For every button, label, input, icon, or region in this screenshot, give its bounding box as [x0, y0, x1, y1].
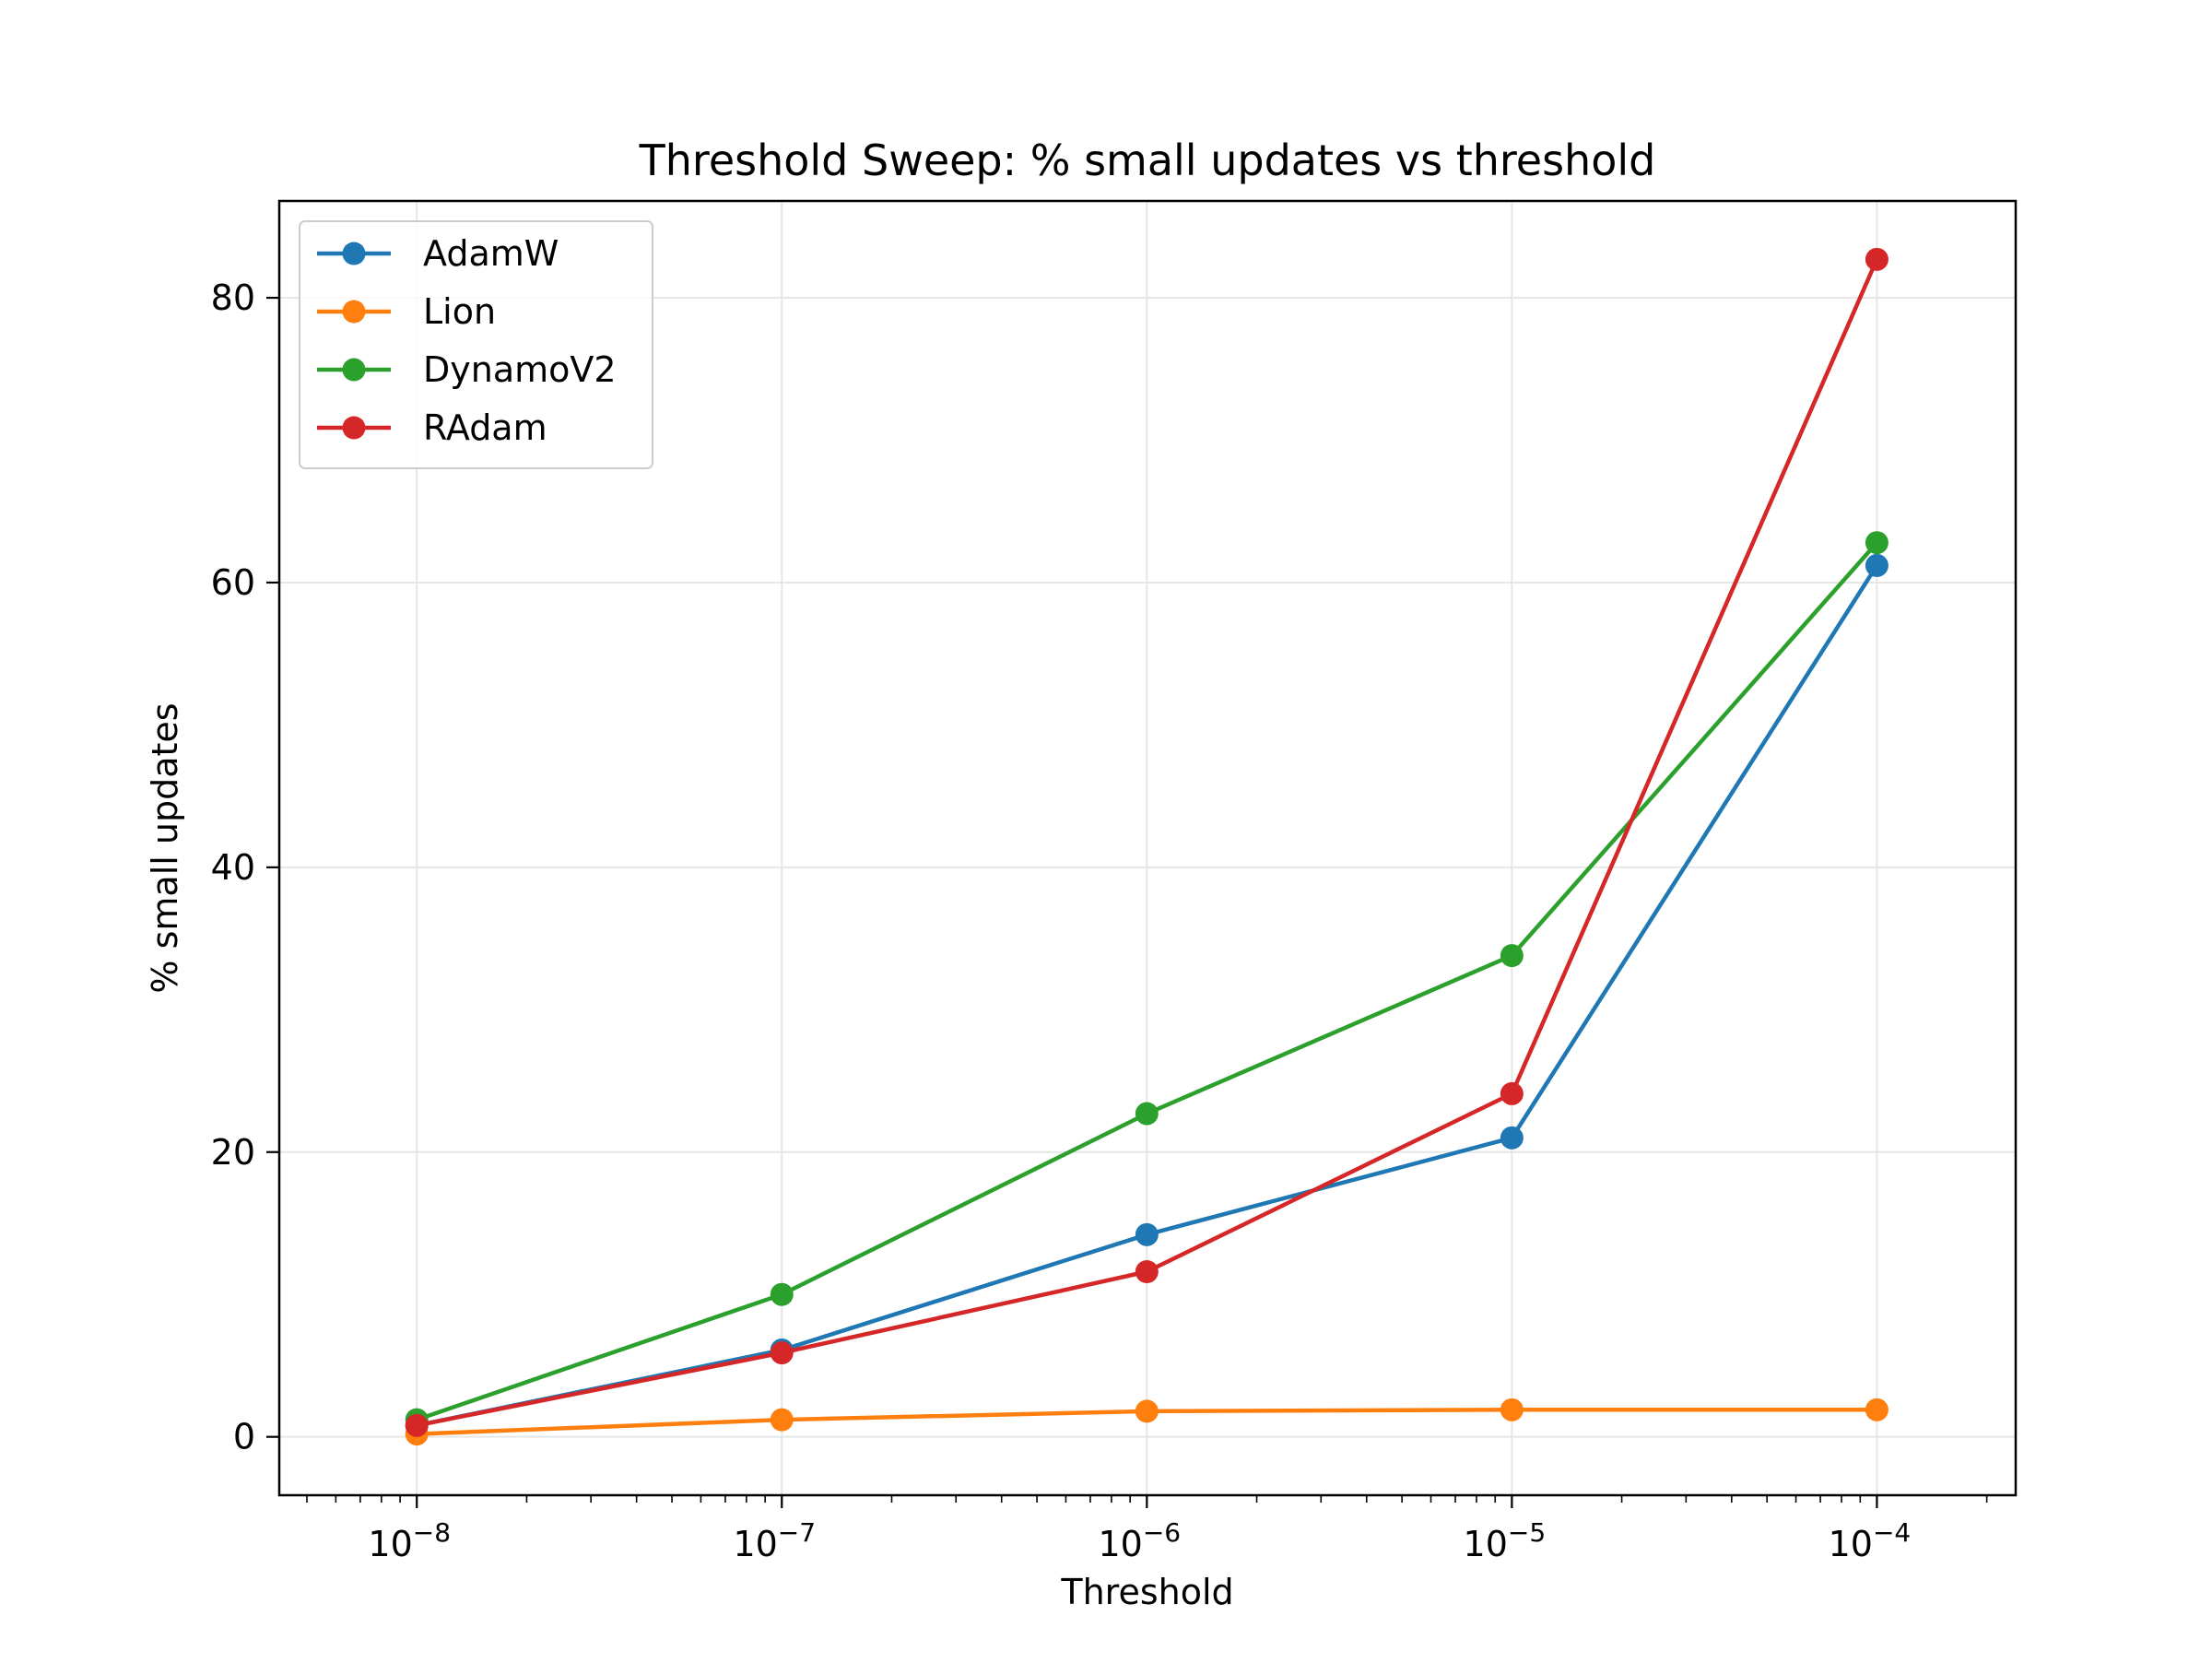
grid-layer: [279, 201, 2016, 1495]
data-point-lion: [1500, 1398, 1524, 1421]
data-point-radam: [405, 1413, 429, 1437]
legend-label: RAdam: [423, 407, 547, 448]
data-point-lion: [1865, 1398, 1888, 1421]
data-point-dynamov2: [1500, 944, 1524, 968]
legend-swatch-marker: [342, 358, 366, 382]
data-point-dynamov2: [770, 1282, 794, 1306]
data-point-radam: [1865, 247, 1888, 271]
series-layer: [405, 247, 1888, 1446]
data-point-lion: [770, 1408, 794, 1432]
data-point-adamw: [1865, 553, 1888, 577]
data-point-dynamov2: [1865, 531, 1888, 555]
x-tick-label: 10−7: [733, 1517, 816, 1564]
x-tick-label: 10−6: [1098, 1517, 1181, 1564]
legend-label: Lion: [423, 291, 496, 332]
data-point-lion: [1135, 1399, 1159, 1423]
legend-item-dynamov2: DynamoV2: [317, 349, 617, 390]
legend-box: [299, 220, 653, 469]
data-point-radam: [770, 1341, 794, 1365]
y-tick-label: 20: [211, 1132, 255, 1173]
legend-item-adamw: AdamW: [317, 233, 559, 274]
x-tick-label: 10−8: [368, 1517, 451, 1564]
legend-swatch-marker: [342, 300, 366, 324]
x-tick-label: 10−5: [1464, 1517, 1547, 1564]
legend-item-radam: RAdam: [317, 407, 547, 448]
legend-item-lion: Lion: [317, 291, 496, 332]
chart-title: Threshold Sweep: % small updates vs thre…: [639, 136, 1656, 185]
y-tick-label: 60: [211, 562, 255, 603]
y-tick-label: 40: [211, 847, 255, 888]
y-axis-label: % small updates: [145, 702, 185, 993]
x-tick-label: 10−4: [1829, 1517, 1912, 1564]
y-tick-label: 0: [233, 1417, 255, 1457]
legend-swatch-marker: [342, 416, 366, 440]
y-tick-label: 80: [211, 277, 255, 318]
legend: AdamW Lion DynamoV2 RAdam: [299, 220, 653, 469]
data-point-radam: [1135, 1260, 1159, 1284]
x-axis-label: Threshold: [1060, 1572, 1233, 1612]
data-point-adamw: [1135, 1222, 1159, 1246]
series-lion: [405, 1398, 1888, 1446]
data-point-radam: [1500, 1081, 1524, 1105]
legend-swatch-marker: [342, 242, 366, 265]
tick-layer: 10−8 10−7 10−6 10−5 10−4 0 20 40 60 80: [211, 277, 1988, 1564]
legend-label: AdamW: [423, 233, 559, 274]
series-radam: [405, 247, 1888, 1437]
legend-label: DynamoV2: [423, 349, 617, 390]
data-point-dynamov2: [1135, 1102, 1159, 1126]
data-point-adamw: [1500, 1126, 1524, 1150]
